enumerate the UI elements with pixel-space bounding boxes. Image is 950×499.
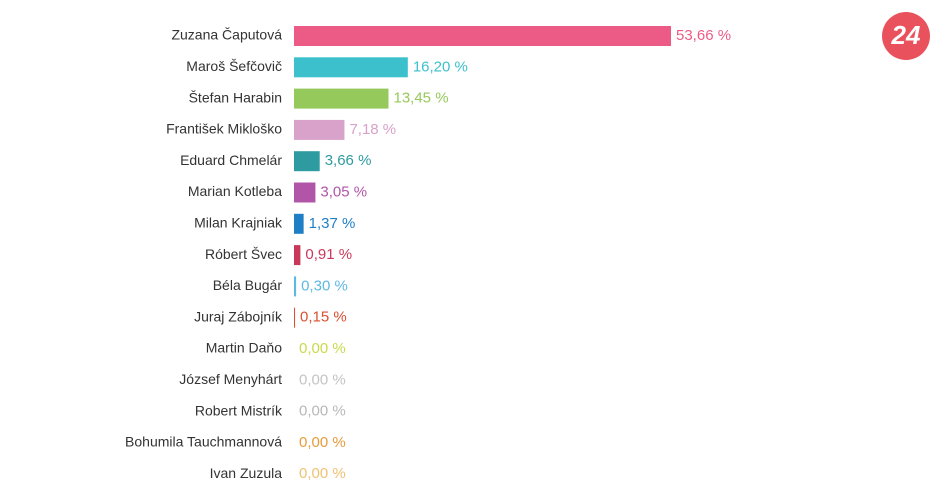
logo-badge [882,12,930,60]
bar [294,276,297,297]
value-label: 13,45 % [393,90,448,107]
category-label: Eduard Chmelár [180,152,282,168]
category-label: Marian Kotleba [188,183,282,199]
category-label: Ivan Zuzula [210,465,283,481]
category-label: József Menyhárt [179,371,282,387]
value-label: 0,00 % [299,371,346,388]
value-label: 0,15 % [300,309,347,326]
value-label: 3,05 % [320,183,367,200]
category-label: Martin Daňo [206,340,282,356]
value-label: 0,91 % [305,246,352,263]
category-label: Milan Krajniak [194,215,283,231]
category-label: Béla Bugár [213,277,283,293]
category-label: Štefan Harabin [189,89,282,105]
bar [294,245,301,266]
value-label: 0,00 % [299,340,346,357]
category-label: Róbert Švec [205,246,282,262]
category-label: František Mikloško [166,121,282,137]
bar [294,213,304,234]
value-label: 1,37 % [309,215,356,232]
bar [294,182,316,203]
value-label: 7,18 % [349,121,396,138]
value-label: 53,66 % [676,27,731,44]
bar [294,88,389,109]
category-label: Juraj Zábojník [194,308,283,324]
category-label: Zuzana Čaputová [171,27,282,43]
category-label: Bohumila Tauchmannová [125,434,282,450]
bar [294,57,408,78]
value-label: 3,66 % [325,152,372,169]
value-label: 0,00 % [299,434,346,451]
value-label: 16,20 % [413,58,468,75]
logo: 24 [891,20,921,50]
value-label: 0,30 % [301,277,348,294]
bar [294,26,671,46]
bar [294,119,345,140]
bar [294,307,296,328]
value-label: 0,00 % [299,465,346,482]
bar [294,151,320,172]
category-label: Maroš Šefčovič [186,58,282,74]
category-label: Robert Mistrík [195,402,283,418]
value-label: 0,00 % [299,403,346,420]
